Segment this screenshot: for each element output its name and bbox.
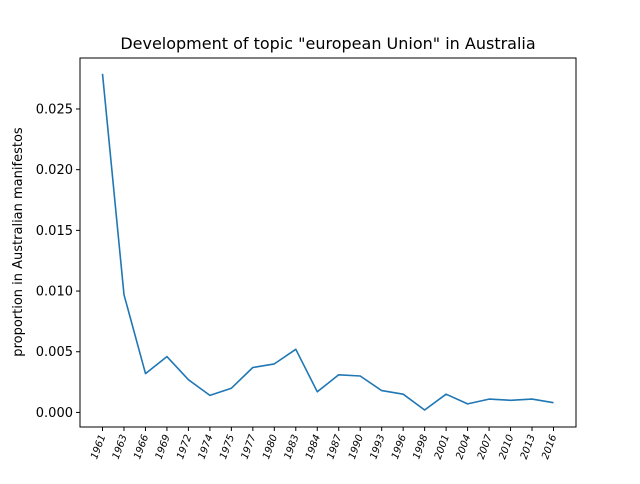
y-tick-label: 0.020 [36, 163, 73, 178]
y-axis-label: proportion in Australian manifestos [11, 127, 26, 357]
y-tick-label: 0.025 [36, 102, 73, 117]
y-tick-label: 0.010 [36, 285, 73, 300]
y-tick-label: 0.000 [36, 406, 73, 421]
chart-title: Development of topic "european Union" in… [120, 34, 535, 53]
y-tick-label: 0.015 [36, 224, 73, 239]
y-tick-label: 0.005 [36, 345, 73, 360]
